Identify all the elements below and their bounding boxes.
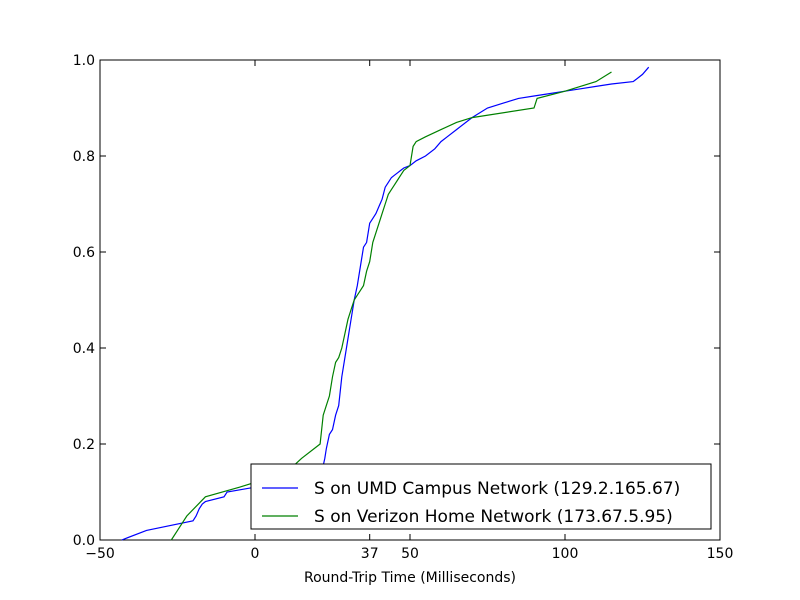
- axis-ticks: −50 0 37 50 100 150 0.0 0.2 0.4 0.6 0.8 1.0: [73, 53, 734, 562]
- x-tick-label: 150: [707, 546, 734, 562]
- x-tick-label: −50: [85, 546, 115, 562]
- plot-area: [99, 59, 721, 541]
- x-tick-label: 50: [401, 546, 419, 562]
- y-tick-label: 0.4: [73, 341, 95, 357]
- legend-label-verizon: S on Verizon Home Network (173.67.5.95): [314, 507, 673, 527]
- y-tick-label: 0.2: [73, 437, 95, 453]
- legend-box: [250, 463, 712, 530]
- x-tick-label: 0: [251, 546, 260, 562]
- y-tick-label: 0.8: [73, 149, 95, 165]
- y-tick-label: 0.0: [73, 533, 95, 549]
- y-tick-label: 1.0: [73, 53, 95, 69]
- legend-label-umd: S on UMD Campus Network (129.2.165.67): [314, 479, 680, 499]
- series-line-verizon: [170, 71, 612, 541]
- x-tick-label: 37: [361, 546, 379, 562]
- y-tick-label: 0.6: [73, 245, 95, 261]
- x-tick-label: 100: [552, 546, 579, 562]
- legend: S on UMD Campus Network (129.2.165.67) S…: [250, 463, 712, 530]
- x-axis-label: Round-Trip Time (Milliseconds): [304, 570, 516, 586]
